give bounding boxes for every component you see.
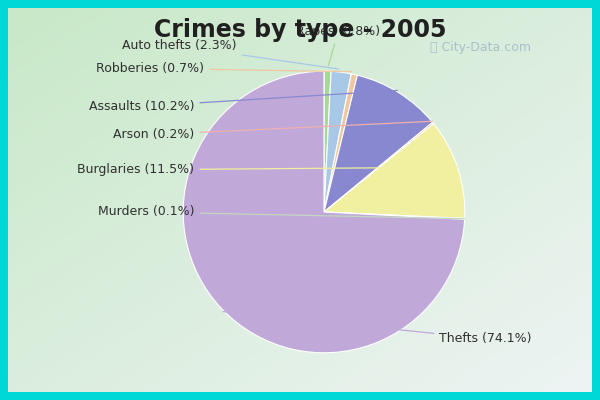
- Text: Auto thefts (2.3%): Auto thefts (2.3%): [122, 39, 339, 69]
- Text: Thefts (74.1%): Thefts (74.1%): [223, 312, 532, 345]
- Wedge shape: [324, 122, 434, 212]
- Wedge shape: [324, 75, 433, 212]
- Wedge shape: [324, 71, 351, 212]
- Text: Burglaries (11.5%): Burglaries (11.5%): [77, 163, 458, 176]
- Wedge shape: [324, 71, 331, 212]
- Text: Rapes (0.8%): Rapes (0.8%): [296, 25, 380, 66]
- Text: Arson (0.2%): Arson (0.2%): [113, 121, 433, 141]
- Wedge shape: [324, 74, 358, 212]
- Text: Robberies (0.7%): Robberies (0.7%): [97, 62, 352, 75]
- Text: Murders (0.1%): Murders (0.1%): [98, 206, 464, 219]
- Text: Assaults (10.2%): Assaults (10.2%): [89, 90, 397, 113]
- Wedge shape: [324, 212, 464, 219]
- Text: Crimes by type - 2005: Crimes by type - 2005: [154, 18, 446, 42]
- Wedge shape: [324, 124, 465, 218]
- Text: ⓘ City-Data.com: ⓘ City-Data.com: [430, 42, 530, 54]
- Wedge shape: [183, 71, 464, 353]
